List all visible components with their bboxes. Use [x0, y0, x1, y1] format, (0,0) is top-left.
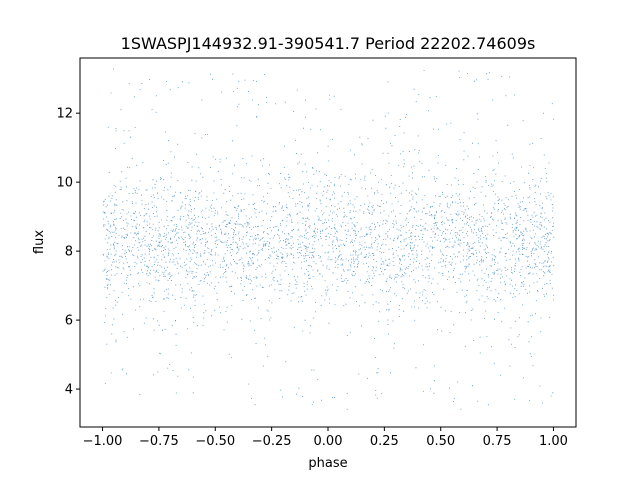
x-tick-label: 0.50 — [426, 434, 455, 449]
scatter-point-cloud — [102, 68, 555, 410]
x-tick-label: −0.50 — [195, 434, 235, 449]
x-tick-label: 0.00 — [314, 434, 343, 449]
y-axis: 4 6 8 10 12 — [56, 107, 80, 398]
x-tick-label: 1.00 — [539, 434, 568, 449]
x-tick-label: −0.75 — [139, 434, 179, 449]
x-tick-label: 0.75 — [483, 434, 512, 449]
y-tick-label: 10 — [56, 176, 73, 191]
y-axis-label: flux — [32, 230, 47, 254]
x-axis: −1.00 −0.75 −0.50 −0.25 0.00 0.25 0.50 0.75 1.00 — [83, 427, 568, 449]
data-points — [102, 68, 555, 410]
y-tick-label: 12 — [56, 107, 73, 122]
x-tick-label: −0.25 — [252, 434, 292, 449]
x-tick-label: −1.00 — [83, 434, 123, 449]
y-tick-label: 8 — [65, 245, 73, 260]
x-tick-label: 0.25 — [370, 434, 399, 449]
y-tick-label: 4 — [65, 383, 73, 398]
plot-frame — [79, 57, 577, 428]
x-axis-label: phase — [308, 456, 347, 471]
chart-title: 1SWASPJ144932.91-390541.7 Period 22202.7… — [121, 34, 536, 53]
y-tick-label: 6 — [65, 314, 73, 329]
